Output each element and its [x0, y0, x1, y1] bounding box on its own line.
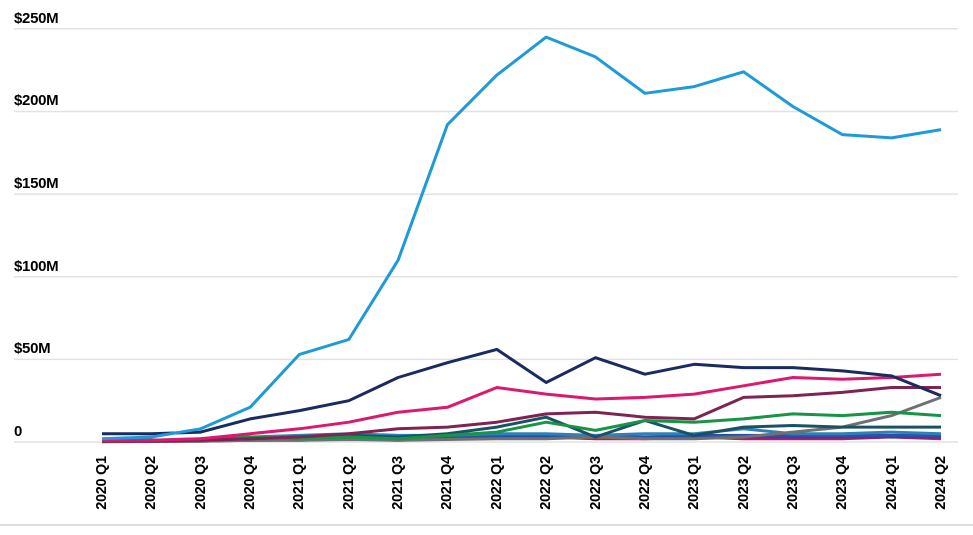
y-axis-label: 0 [14, 423, 23, 440]
x-axis-label: 2021 Q1 [291, 456, 308, 510]
x-axis-label: 2023 Q1 [686, 456, 703, 510]
chart-line-series-navy [102, 347, 942, 436]
x-axis-label: 2024 Q1 [883, 456, 900, 510]
chart-line-series-maroon [102, 386, 941, 443]
x-axis-label: 2020 Q4 [242, 456, 259, 510]
x-axis-label: 2022 Q4 [636, 456, 653, 510]
x-axis-label: 2022 Q3 [587, 456, 604, 510]
x-axis-label: 2022 Q1 [488, 456, 505, 510]
y-axis-label: $200M [14, 92, 59, 110]
x-axis-label: 2020 Q1 [94, 456, 110, 510]
x-axis-label: 2020 Q3 [192, 456, 209, 510]
x-axis-label: 2022 Q2 [538, 456, 555, 510]
x-axis-label: 2021 Q4 [439, 456, 456, 510]
y-axis-label: $250M [14, 9, 59, 27]
y-axis-label: $50M [14, 340, 51, 358]
y-axis-label: $150M [14, 175, 59, 193]
chart-line-series-pink [102, 372, 942, 442]
x-axis-label: 2023 Q3 [784, 456, 801, 510]
x-axis-label: 2023 Q4 [834, 456, 851, 510]
x-axis-label: 2024 Q2 [932, 456, 949, 510]
x-axis-label: 2023 Q2 [735, 456, 752, 510]
x-axis-label: 2021 Q2 [340, 456, 357, 510]
chart-line-series-cyan [101, 35, 942, 441]
x-axis-label: 2021 Q3 [390, 456, 407, 510]
y-axis-label: $100M [14, 257, 59, 275]
x-axis-label: 2020 Q2 [143, 456, 160, 510]
